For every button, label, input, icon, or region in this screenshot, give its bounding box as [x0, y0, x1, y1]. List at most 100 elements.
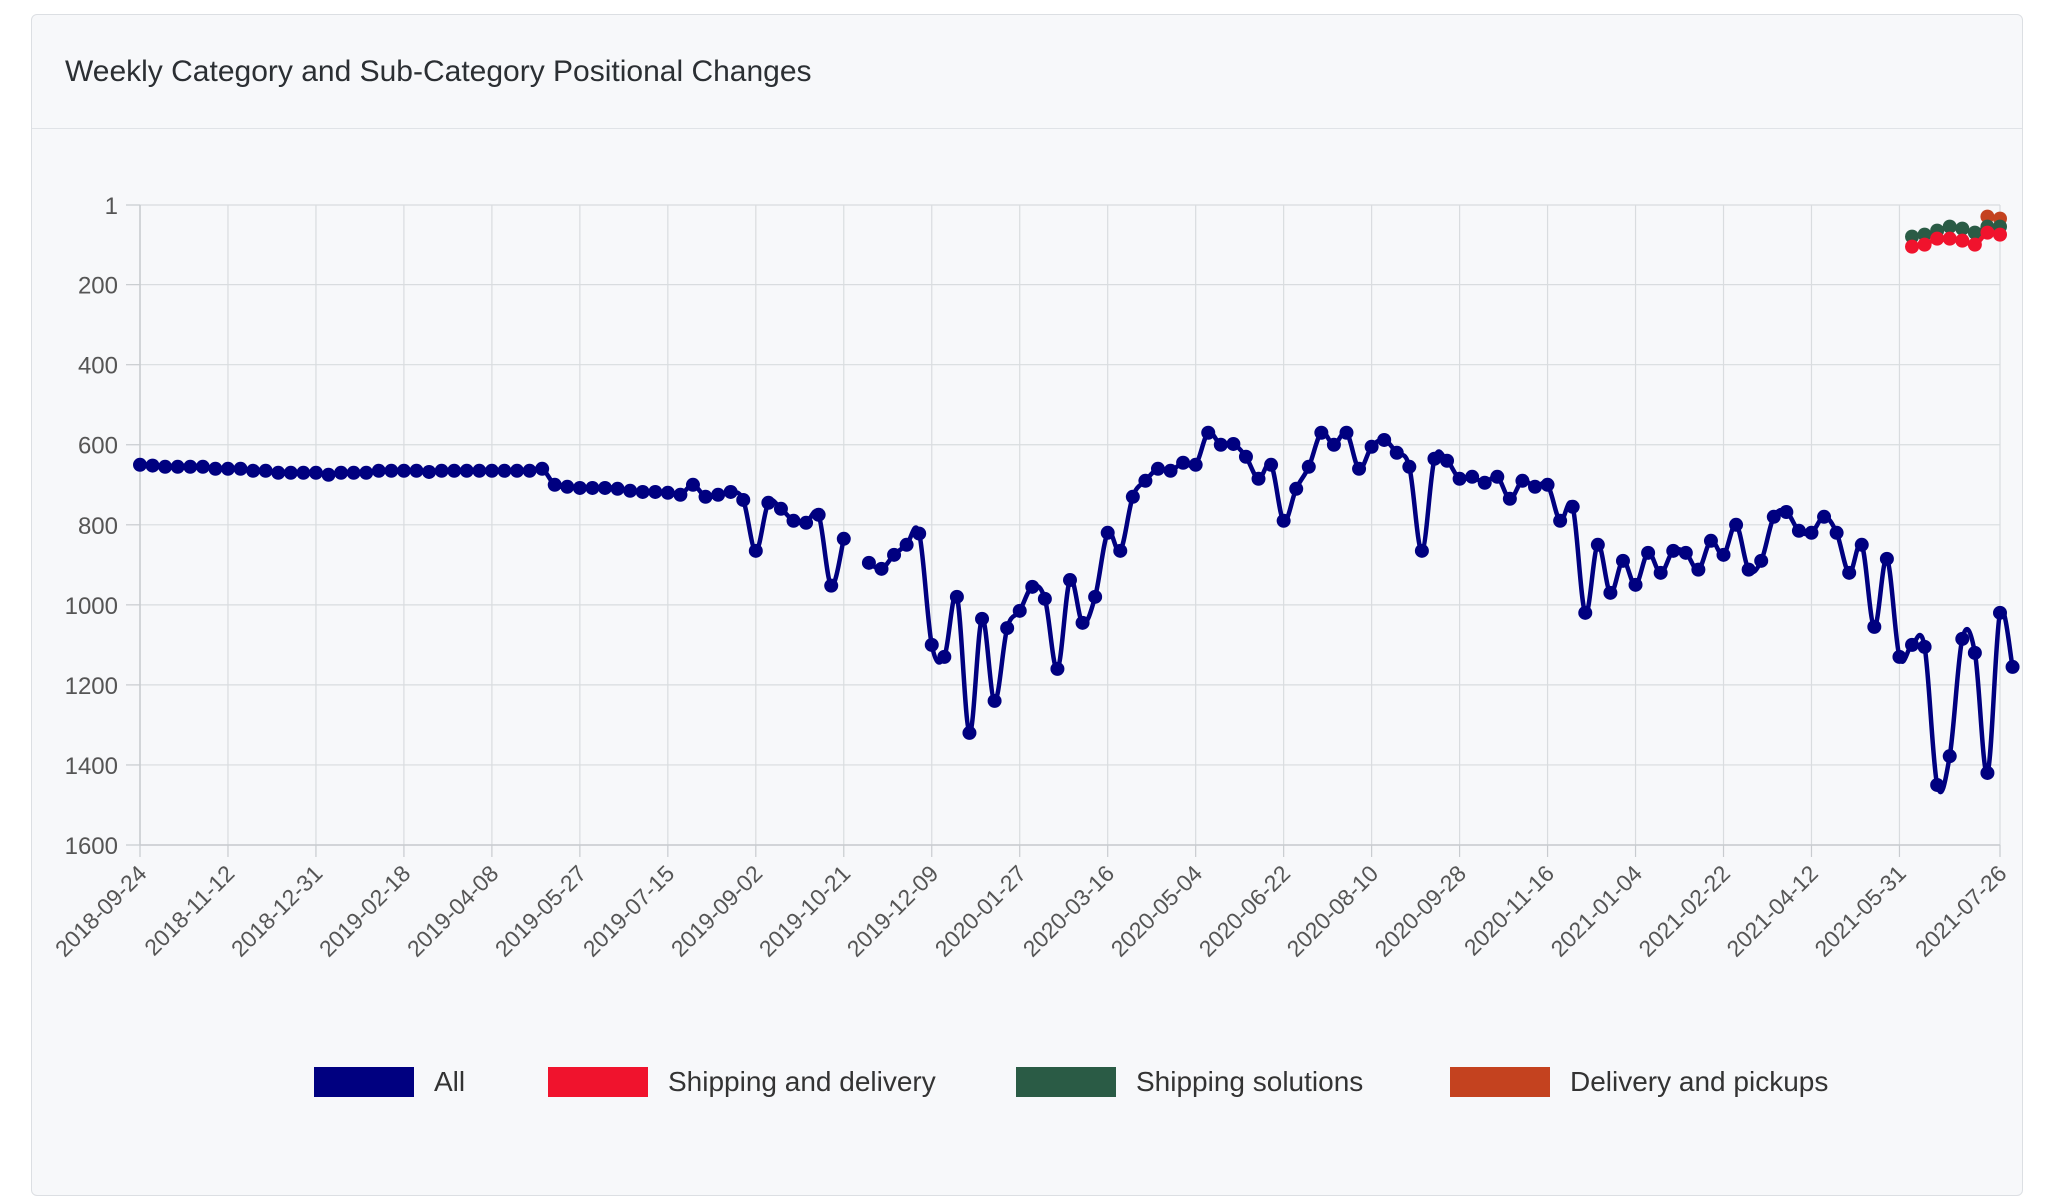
data-point-all [1364, 439, 1379, 454]
data-point-shipping-and-delivery [1993, 227, 2007, 242]
data-point-all [962, 725, 977, 740]
data-point-all [912, 526, 927, 541]
x-tick-label: 2020-09-28 [1370, 860, 1472, 962]
data-point-all [1703, 533, 1718, 548]
data-point-all [195, 459, 210, 474]
x-tick-label: 2021-05-31 [1809, 860, 1911, 962]
data-point-all [1716, 547, 1731, 562]
data-point-all [874, 561, 889, 576]
data-point-all [1829, 525, 1844, 540]
data-point-all [924, 637, 939, 652]
data-point-all [1766, 509, 1781, 524]
data-point-shipping-solutions [1942, 219, 1957, 234]
data-point-all [786, 513, 801, 528]
data-point-all [660, 485, 675, 500]
data-point-all [887, 547, 902, 562]
data-point-all [1314, 425, 1329, 440]
data-point-all [1565, 499, 1580, 514]
chart-legend: All Shipping and delivery Shipping solut… [0, 1066, 2048, 1106]
legend-item-all[interactable]: All [314, 1066, 465, 1098]
legend-item-shipping-solutions[interactable]: Shipping solutions [1016, 1066, 1363, 1098]
data-point-all [1754, 553, 1769, 568]
data-point-shipping-and-delivery [1955, 233, 1970, 248]
x-tick-label: 2019-12-09 [842, 860, 944, 962]
data-point-all [1879, 551, 1894, 566]
data-point-all [1502, 491, 1517, 506]
data-point-shipping-and-delivery [1917, 237, 1932, 252]
data-point-all [1967, 645, 1982, 660]
data-point-all [321, 467, 336, 482]
data-point-all [811, 507, 826, 522]
data-point-all [1955, 631, 1970, 646]
data-point-all [1238, 449, 1253, 464]
data-point-all [1791, 523, 1806, 538]
data-point-all [1427, 451, 1442, 466]
data-point-all [824, 578, 839, 593]
data-point-shipping-and-delivery [1980, 225, 1995, 240]
data-point-all [258, 463, 273, 478]
data-point-all [1100, 525, 1115, 540]
data-point-all [937, 649, 952, 664]
data-point-all [1528, 479, 1542, 494]
data-point-all [1804, 525, 1819, 540]
data-point-all [1779, 504, 1794, 519]
x-tick-label: 2020-08-10 [1282, 860, 1384, 962]
y-tick-label: 1600 [65, 833, 118, 860]
data-point-shipping-solutions [1967, 225, 1982, 240]
data-point-all [1628, 577, 1643, 592]
data-point-all [698, 489, 713, 504]
data-point-all [685, 477, 700, 492]
data-point-all [359, 465, 374, 480]
data-point-all [1653, 565, 1668, 580]
data-point-all [1842, 565, 1857, 580]
data-point-all [1905, 637, 1920, 652]
data-point-all [497, 463, 512, 478]
legend-swatch-shipping-and-delivery [548, 1067, 648, 1097]
data-point-shipping-solutions [1955, 221, 1970, 236]
data-point-all [170, 459, 185, 474]
data-point-all [459, 463, 474, 478]
data-point-all [1339, 425, 1354, 440]
data-point-all [1163, 463, 1178, 478]
data-point-shipping-and-delivery [1905, 239, 1920, 254]
x-tick-label: 2021-02-22 [1633, 860, 1735, 962]
data-point-all [1389, 445, 1404, 460]
data-point-all [1930, 777, 1945, 792]
data-point-all [409, 463, 424, 478]
data-point-all [296, 465, 311, 480]
data-point-all [1452, 471, 1467, 486]
data-point-all [1414, 543, 1429, 558]
data-point-all [1867, 619, 1882, 634]
y-tick-label: 1000 [65, 593, 118, 620]
data-point-all [1666, 543, 1681, 558]
data-point-all [1691, 562, 1706, 577]
data-point-all [1465, 469, 1480, 484]
x-tick-label: 2019-10-21 [754, 860, 856, 962]
data-point-all [1540, 477, 1555, 492]
data-point-all [1326, 437, 1341, 452]
data-point-all [522, 463, 537, 478]
legend-label-all: All [434, 1066, 466, 1097]
data-point-all [371, 463, 386, 478]
legend-item-delivery-and-pickups[interactable]: Delivery and pickups [1450, 1066, 1828, 1098]
data-point-all [861, 555, 876, 570]
data-point-all [899, 537, 914, 552]
data-point-all [233, 461, 248, 476]
data-point-all [1201, 425, 1216, 440]
data-point-all [987, 693, 1002, 708]
data-point-all [1213, 437, 1228, 452]
x-tick-label: 2019-07-15 [578, 860, 680, 962]
data-point-all [1352, 461, 1367, 476]
data-point-all [1741, 562, 1756, 577]
x-tick-label: 2020-06-22 [1194, 860, 1296, 962]
y-tick-label: 200 [78, 273, 118, 300]
card-header: Weekly Category and Sub-Category Positio… [32, 15, 2022, 129]
data-point-all [1276, 513, 1291, 528]
data-point-all [1590, 537, 1605, 552]
legend-item-shipping-and-delivery[interactable]: Shipping and delivery [548, 1066, 936, 1098]
x-tick-label: 2019-04-08 [402, 860, 504, 962]
data-point-shipping-and-delivery [1942, 231, 1957, 246]
data-point-all [585, 480, 600, 495]
data-point-all [1150, 461, 1165, 476]
data-point-all [1377, 432, 1392, 447]
